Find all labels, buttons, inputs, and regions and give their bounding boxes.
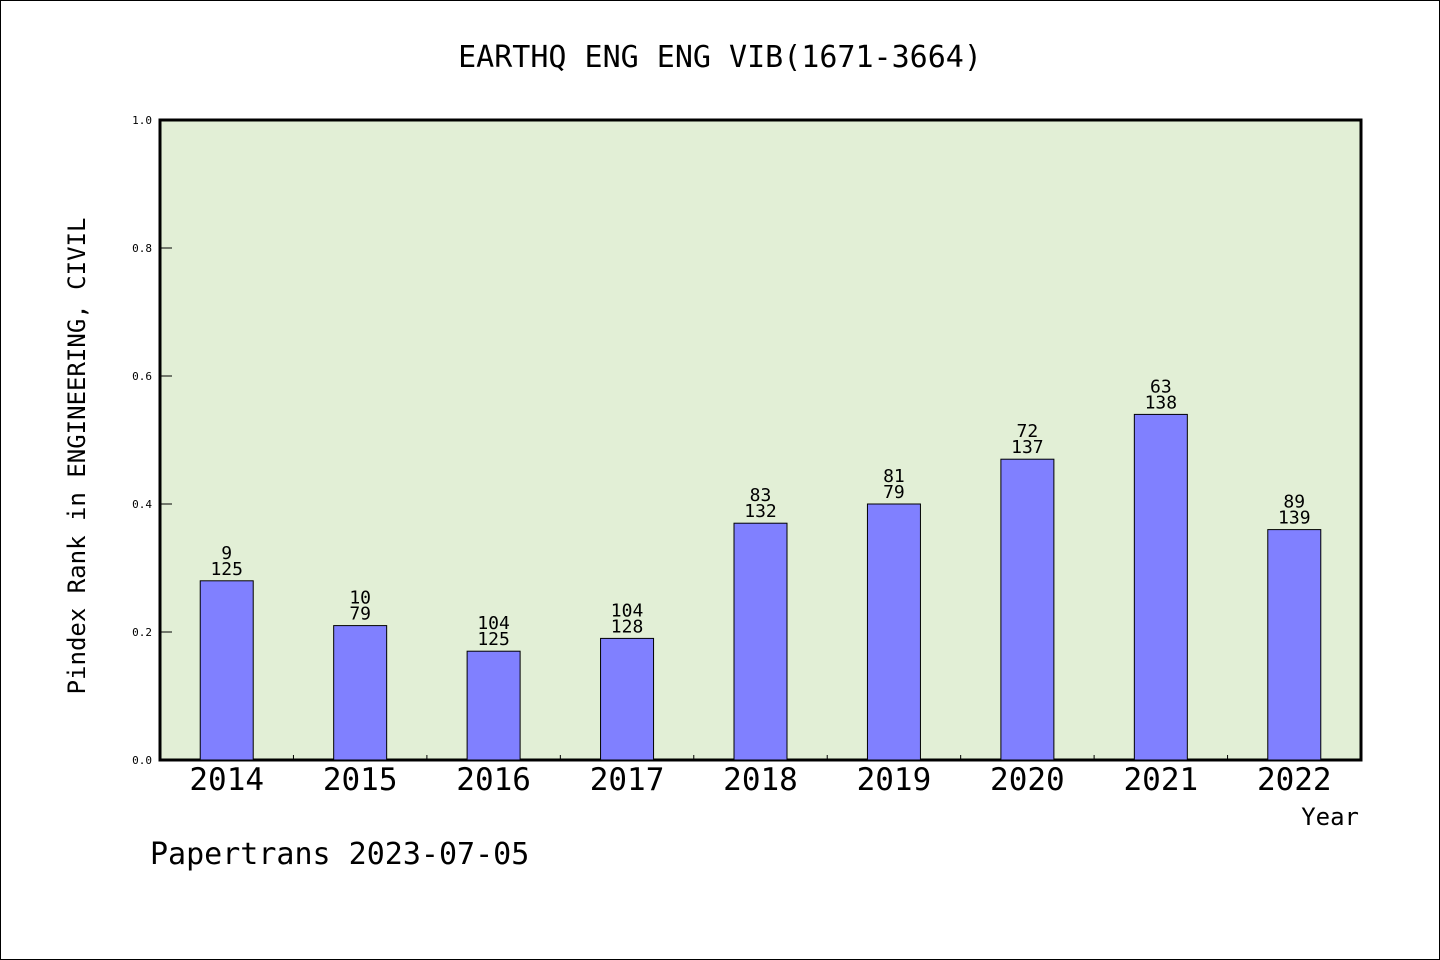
bar-label-bottom: 132	[744, 501, 777, 522]
y-tick-label: 1.0	[132, 114, 152, 127]
bar-label-bottom: 137	[1011, 437, 1044, 458]
bar-label-top: 83	[750, 485, 772, 506]
bar-label-top: 104	[611, 600, 644, 621]
y-tick-label: 0.4	[132, 498, 152, 511]
x-tick-label: 2017	[590, 762, 665, 798]
bar-label-top: 104	[477, 613, 510, 634]
y-axis: 0.0 0.2 0.4 0.6 0.8 1.0	[132, 114, 172, 767]
y-tick-label: 0.8	[132, 242, 152, 255]
bar-label-top: 72	[1017, 421, 1039, 442]
x-tick-label: 2018	[723, 762, 798, 798]
bar-label-top: 9	[221, 543, 232, 564]
y-axis-label: Pindex Rank in ENGINEERING, CIVIL	[63, 218, 91, 695]
bar-label-bottom: 79	[883, 482, 905, 503]
y-tick-label: 0.0	[132, 754, 152, 767]
bar-label-bottom: 139	[1278, 508, 1311, 529]
bar-label-bottom: 79	[349, 604, 371, 625]
x-tick-label: 2015	[323, 762, 398, 798]
x-tick-label: 2019	[857, 762, 932, 798]
x-tick-label: 2022	[1257, 762, 1332, 798]
bar-2020	[1000, 458, 1055, 761]
bar-2015	[333, 625, 388, 761]
x-axis-label: Year	[1301, 803, 1359, 831]
bar-label-top: 10	[349, 588, 371, 609]
bar-label-bottom: 125	[210, 559, 243, 580]
bar-label-top: 63	[1150, 376, 1172, 397]
bar-2019	[866, 503, 921, 761]
bar-label-bottom: 128	[611, 616, 644, 637]
bar-2018	[733, 522, 788, 761]
bar-2014	[199, 580, 254, 761]
y-tick-label: 0.2	[132, 626, 152, 639]
bar-2016	[466, 650, 521, 761]
x-tick-label: 2021	[1124, 762, 1199, 798]
chart-title: EARTHQ ENG ENG VIB(1671-3664)	[458, 40, 982, 75]
bar-label-bottom: 125	[477, 629, 510, 650]
bar-label-top: 81	[883, 466, 905, 487]
bar-label-bottom: 138	[1145, 392, 1178, 413]
footer-credit: Papertrans 2023-07-05	[150, 837, 529, 872]
x-tick-label: 2016	[456, 762, 531, 798]
x-tick-label: 2014	[189, 762, 264, 798]
y-tick-label: 0.6	[132, 370, 152, 383]
bar-2021	[1133, 413, 1188, 761]
bar-2022	[1267, 529, 1322, 761]
bar-label-top: 89	[1283, 492, 1305, 513]
bar-2017	[600, 637, 655, 761]
x-axis: 2014 2015 2016 2017 2018 2019 2020 2021 2022	[189, 755, 1332, 798]
x-tick-label: 2020	[990, 762, 1065, 798]
